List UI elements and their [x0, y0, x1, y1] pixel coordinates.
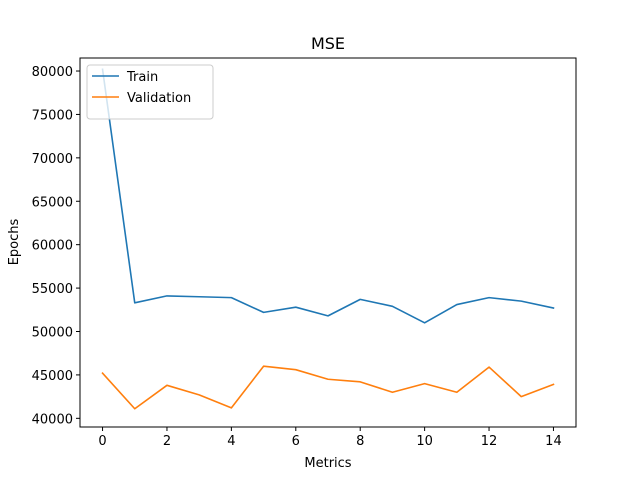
y-tick-label: 75000: [32, 108, 73, 123]
y-tick-label: 40000: [32, 412, 73, 427]
x-axis-ticks: 0 2 4 6 8 10 12 14: [98, 427, 562, 449]
legend-box: [86, 64, 214, 120]
y-tick-label: 80000: [32, 65, 73, 80]
chart-title: MSE: [311, 34, 345, 53]
x-tick-label: 8: [356, 434, 364, 449]
series-line-1: [101, 365, 555, 410]
x-tick-label: 14: [545, 434, 562, 449]
x-tick-label: 0: [98, 434, 106, 449]
y-tick-label: 50000: [32, 325, 73, 340]
plot-lines: [101, 68, 555, 410]
x-tick-label: 4: [227, 434, 235, 449]
legend-label: Validation: [127, 91, 191, 106]
y-axis-ticks: 40000 45000 50000 55000 60000 65000 70000 75000…: [32, 65, 80, 427]
x-tick-label: 10: [416, 434, 433, 449]
x-tick-label: 6: [292, 434, 300, 449]
x-tick-label: 2: [163, 434, 171, 449]
x-axis-label: Metrics: [304, 456, 351, 471]
y-axis-label: Epochs: [7, 218, 22, 265]
y-tick-label: 65000: [32, 195, 73, 210]
y-tick-label: 55000: [32, 282, 73, 297]
legend: Train Validation: [86, 64, 214, 120]
y-tick-label: 70000: [32, 152, 73, 167]
y-tick-label: 45000: [32, 369, 73, 384]
legend-label: Train: [126, 70, 158, 85]
plot-frame: [79, 57, 577, 428]
series-line-0: [101, 68, 555, 324]
y-tick-label: 60000: [32, 239, 73, 254]
x-tick-label: 12: [481, 434, 498, 449]
